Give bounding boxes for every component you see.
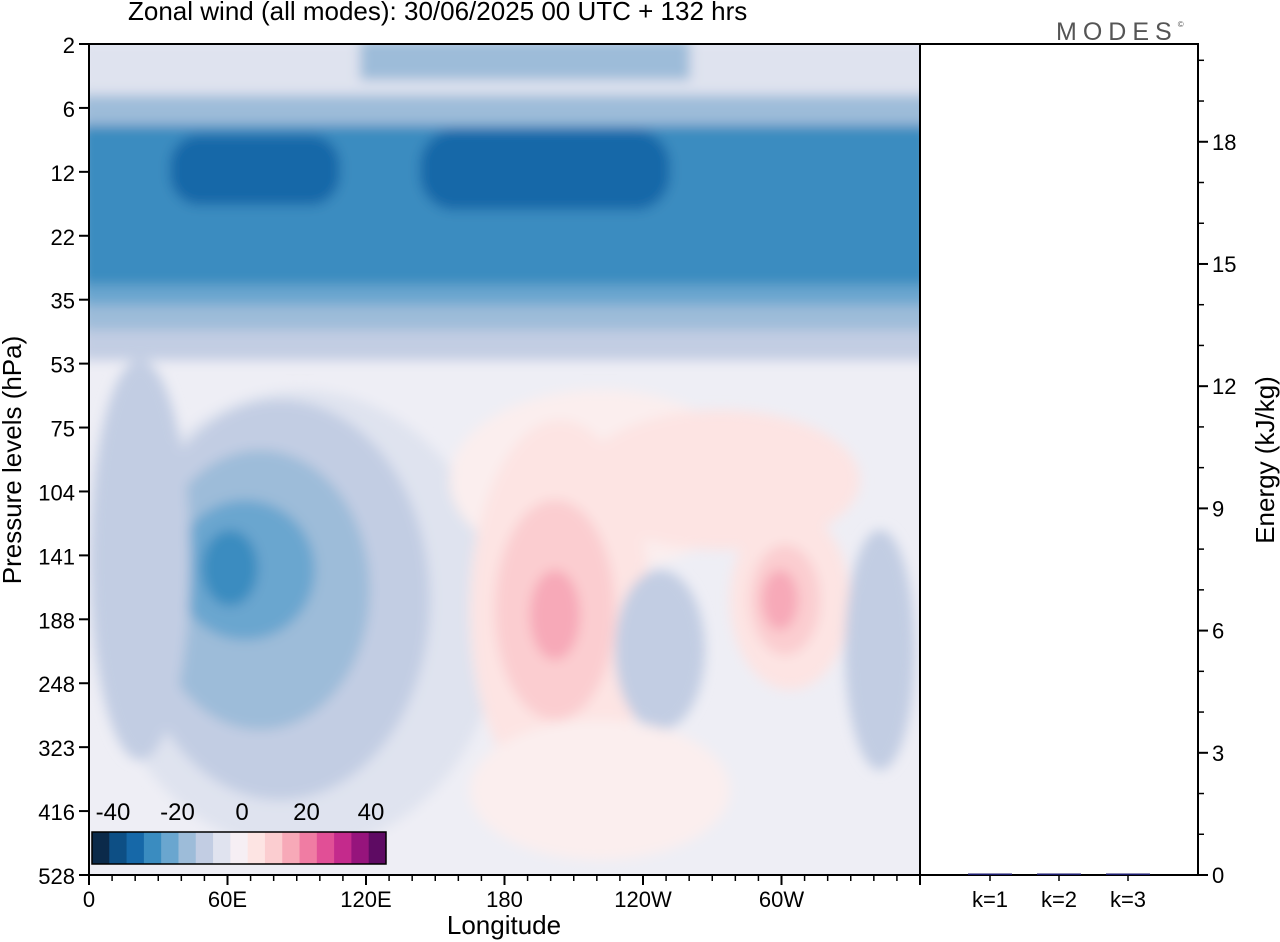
- colorbar-swatch: [264, 832, 283, 864]
- energy-x-axis: k=1 k=2 k=3: [972, 875, 1146, 912]
- colorbar-label: 20: [293, 799, 320, 826]
- colorbar-swatch: [316, 832, 335, 864]
- x-tick-label: 120W: [614, 887, 672, 912]
- colorbar-swatch: [143, 832, 162, 864]
- colorbar-swatch: [282, 832, 300, 864]
- x-tick-label: 60E: [208, 887, 247, 912]
- x-tick-label: 120E: [340, 887, 391, 912]
- colorbar-swatch: [213, 832, 231, 864]
- energy-tick-label: 3: [1212, 741, 1224, 766]
- energy-tick-label: 18: [1212, 130, 1236, 155]
- y-tick-label: 323: [38, 736, 75, 761]
- colorbar-swatch: [92, 832, 110, 864]
- colorbar-label: 40: [358, 799, 385, 826]
- y-tick-label: 12: [51, 161, 75, 186]
- energy-tick-label: 0: [1212, 863, 1224, 888]
- energy-x-tick-label: k=2: [1041, 887, 1077, 912]
- energy-panel-frame: [919, 43, 1199, 876]
- energy-bar: [968, 873, 1012, 875]
- colorbar-labels: -40 -20 0 20 40: [96, 799, 385, 826]
- colorbar-swatch: [195, 832, 214, 864]
- energy-bars: [968, 873, 1150, 875]
- energy-tick-label: 15: [1212, 252, 1236, 277]
- colorbar-label: -40: [96, 799, 131, 826]
- y-tick-label: 104: [38, 480, 75, 505]
- colorbar-label: 0: [235, 799, 248, 826]
- logo-mark: ©: [1177, 20, 1184, 29]
- modes-logo: MODES©: [1056, 18, 1184, 47]
- energy-y-axis: 0 3 6 9 12 15 18: [1198, 59, 1236, 888]
- colorbar-label: -20: [160, 799, 195, 826]
- y-tick-label: 53: [51, 353, 75, 378]
- y-tick-label: 22: [51, 225, 75, 250]
- colorbar-swatch: [109, 832, 127, 864]
- colorbar-border: [91, 831, 387, 865]
- energy-x-tick-label: k=3: [1110, 887, 1146, 912]
- colorbar-swatch: [247, 832, 266, 864]
- colorbar-swatch: [178, 832, 197, 864]
- y-tick-label: 188: [38, 608, 75, 633]
- heatmap-y-axis: 2 6 12 22 35 53 75 104 141 188 248 323 416 528: [38, 33, 89, 889]
- chart-title: Zonal wind (all modes): 30/06/2025 00 UT…: [128, 0, 748, 26]
- y-tick-label: 248: [38, 672, 75, 697]
- x-tick-label: 60W: [759, 887, 804, 912]
- y-tick-label: 2: [63, 33, 75, 58]
- heatmap-field: [89, 44, 920, 875]
- colorbar-swatch: [368, 832, 387, 864]
- y-axis-label: Pressure levels (hPa): [0, 336, 27, 585]
- colorbar-swatch: [161, 832, 179, 864]
- x-tick-label: 0: [83, 887, 95, 912]
- heatmap-x-axis: 0 60E 120E 180 120W 60W: [83, 875, 921, 912]
- x-axis-label: Longitude: [447, 910, 561, 940]
- energy-axis-label: Energy (kJ/kg): [1250, 376, 1280, 544]
- y-tick-label: 35: [51, 289, 75, 314]
- logo-text: MODES: [1056, 18, 1178, 46]
- colorbar-swatch: [334, 832, 352, 864]
- y-tick-label: 528: [38, 864, 75, 889]
- colorbar: [91, 831, 387, 865]
- y-tick-label: 141: [38, 544, 75, 569]
- y-tick-label: 416: [38, 800, 75, 825]
- energy-tick-label: 6: [1212, 619, 1224, 644]
- colorbar-swatch: [230, 832, 249, 864]
- y-tick-label: 6: [63, 97, 75, 122]
- y-tick-label: 75: [51, 417, 75, 442]
- energy-bar: [1106, 873, 1150, 875]
- energy-tick-label: 12: [1212, 374, 1236, 399]
- energy-bar: [1037, 873, 1081, 875]
- energy-x-tick-label: k=1: [972, 887, 1008, 912]
- x-tick-label: 180: [486, 887, 523, 912]
- colorbar-swatch: [299, 832, 318, 864]
- colorbar-swatch: [351, 832, 370, 864]
- energy-tick-label: 9: [1212, 496, 1224, 521]
- colorbar-swatch: [126, 832, 145, 864]
